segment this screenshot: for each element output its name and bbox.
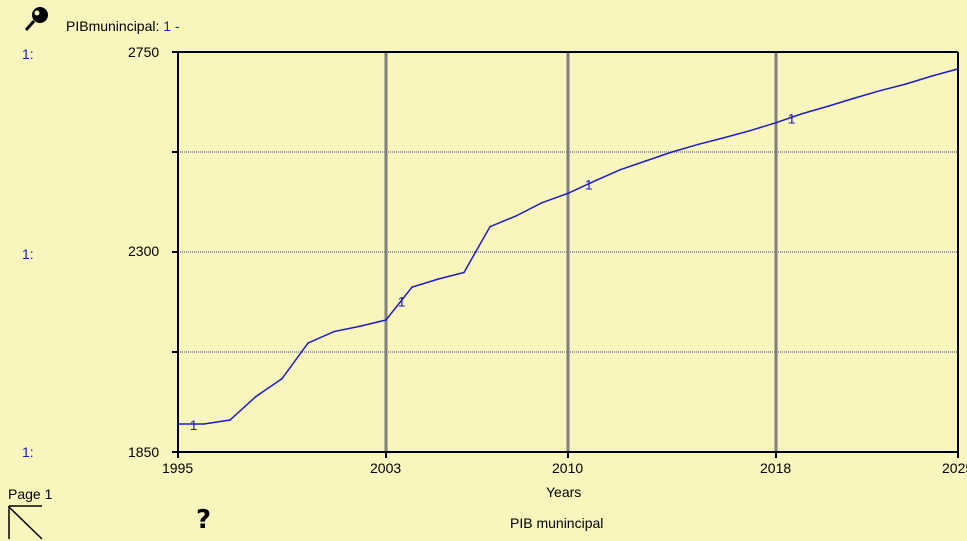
series-marker-label: 1 (788, 110, 796, 126)
data-point (879, 89, 881, 92)
data-point (723, 136, 725, 139)
data-point (177, 423, 179, 425)
data-point (359, 325, 361, 328)
y-tick-label-bottom: 1850 (128, 444, 160, 460)
grid (172, 51, 959, 458)
data-point (853, 97, 855, 100)
data-point (203, 423, 205, 425)
x-axis-label: Years (546, 484, 582, 500)
data-point (905, 83, 907, 85)
data-point (645, 160, 647, 162)
data-point (775, 121, 777, 124)
data-point (281, 377, 283, 380)
series-header: PIBmunincipal: 1 - (66, 18, 180, 34)
data-point (333, 330, 335, 333)
data-point (931, 75, 933, 77)
data-point (749, 129, 751, 132)
data-point (463, 271, 465, 274)
scale-tag-top: 1: (22, 46, 34, 62)
page-turn-icon[interactable] (8, 505, 44, 541)
data-point (385, 319, 387, 321)
page-label[interactable]: Page 1 (8, 486, 53, 502)
x-tick-label: 1995 (162, 460, 194, 476)
variable-label: PIBmunincipal: (66, 18, 160, 34)
series-marker-label: 1 (190, 417, 198, 433)
data-point (697, 143, 699, 146)
data-point (671, 151, 673, 153)
y-tick-label-mid: 2300 (128, 243, 160, 259)
data-point (307, 342, 309, 344)
data-point (957, 68, 959, 70)
data-point (411, 286, 413, 288)
x-tick-label: 2010 (552, 460, 584, 476)
data-point (827, 105, 829, 108)
data-point (255, 395, 257, 398)
data-point (593, 180, 595, 183)
chart-title: PIB munincipal (510, 515, 604, 531)
data-point (229, 419, 231, 421)
help-icon[interactable]: ? (196, 505, 212, 535)
series-marker-label: 1 (585, 177, 593, 193)
x-tick-label: 2018 (760, 460, 792, 476)
series-tag: 1 - (163, 18, 180, 34)
series-1: 1 1 1 1 (177, 68, 959, 433)
data-point (515, 215, 517, 217)
data-point (619, 168, 621, 171)
data-point (489, 225, 491, 228)
data-point (801, 112, 803, 115)
scale-tag-mid: 1: (22, 246, 34, 262)
x-tick-label: 2003 (370, 460, 402, 476)
scale-tag-bottom: 1: (22, 444, 34, 460)
data-point (541, 201, 543, 204)
x-tick-label: 2025 (942, 460, 967, 476)
data-point (437, 278, 439, 280)
data-point (567, 192, 569, 195)
series-marker-label: 1 (398, 293, 406, 309)
pushpin-icon[interactable] (22, 4, 52, 34)
y-tick-label-top: 2750 (128, 44, 160, 60)
